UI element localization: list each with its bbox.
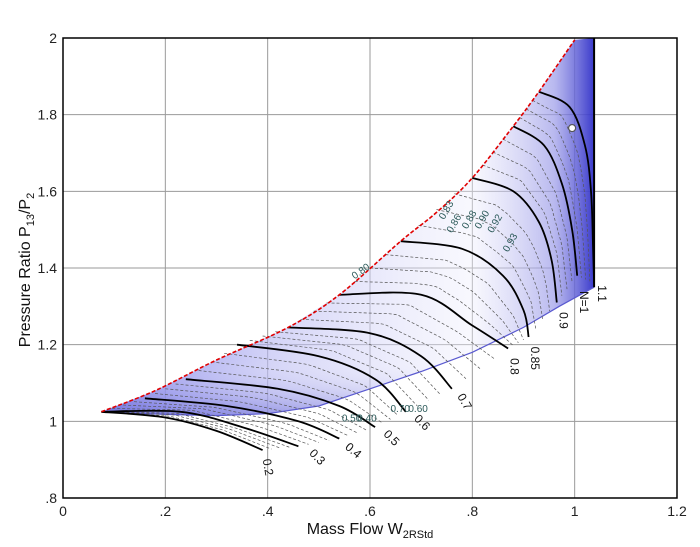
efficiency-contours <box>101 99 591 450</box>
efficiency-contour <box>369 267 519 344</box>
speed-line <box>101 410 263 451</box>
x-tick-labels: 0 .2 .4 .6 .8 1 1.2 <box>59 503 687 519</box>
surge-line <box>101 39 576 413</box>
efficiency-contour <box>133 401 330 441</box>
efficiency-contour <box>525 108 587 280</box>
speed-line <box>472 177 558 303</box>
speed-line-label: 0.2 <box>260 458 277 477</box>
speed-line <box>288 326 453 390</box>
y-tick-label: 2 <box>49 30 57 46</box>
efficiency-label: 0.50 <box>342 413 362 424</box>
speed-line <box>400 240 530 338</box>
efficiency-contour <box>326 302 495 359</box>
x-tick-label: .8 <box>466 503 478 519</box>
speed-lines <box>101 38 596 451</box>
speed-line-label: 0.85 <box>528 347 542 371</box>
x-tick-label: .4 <box>262 503 274 519</box>
speed-line-label: 0.8 <box>508 358 522 375</box>
x-tick-label: 1 <box>571 503 579 519</box>
speed-line-label: 0.3 <box>306 446 328 468</box>
y-tick-labels: .8 1 1.2 1.4 1.6 1.8 2 <box>38 30 58 506</box>
plot-border <box>62 37 678 499</box>
y-tick-label: 1.4 <box>38 260 58 276</box>
speed-line-label: 0.9 <box>556 312 570 329</box>
y-tick-label: 1.2 <box>38 337 58 353</box>
efficiency-contour <box>354 281 514 346</box>
speed-line-label: 0.5 <box>381 427 403 449</box>
efficiency-label: 0.70 <box>390 404 410 415</box>
speed-line-label: N=1 <box>577 291 591 314</box>
efficiency-contour <box>519 117 582 278</box>
y-axis-label: Pressure Ratio P13/P2 <box>17 193 37 347</box>
efficiency-contour <box>418 225 537 329</box>
efficiency-label: 0.40 <box>357 413 377 424</box>
x-axis-label-subscript: 2RStd <box>403 529 434 541</box>
y-tick-label: .8 <box>45 490 57 506</box>
efficiency-contour <box>454 193 551 312</box>
y-axis-label-mid: /P <box>17 199 34 214</box>
efficiency-contour <box>165 388 358 434</box>
operating-point-marker <box>568 123 577 133</box>
speed-line <box>339 291 509 350</box>
speed-line <box>512 125 579 276</box>
y-tick-label: 1 <box>49 413 57 429</box>
efficiency-contour <box>300 318 467 379</box>
surge-line-path <box>101 39 576 413</box>
speed-line-label: 0.4 <box>343 440 365 462</box>
efficiency-contour <box>262 335 430 401</box>
x-tick-label: 1.2 <box>667 503 687 519</box>
speed-line-label: 0.6 <box>411 412 433 434</box>
efficiency-contour <box>275 331 441 395</box>
efficiency-contour <box>224 352 399 416</box>
efficiency-contour <box>313 310 481 369</box>
plot-frame <box>62 37 678 499</box>
speed-line <box>101 409 299 448</box>
efficiency-contour <box>101 411 281 449</box>
efficiency-contour <box>385 254 524 341</box>
y-tick-label: 1.8 <box>38 107 58 123</box>
speed-line <box>236 343 407 413</box>
efficiency-contour <box>101 411 290 448</box>
x-tick-label: .2 <box>159 503 171 519</box>
efficiency-contour <box>436 209 544 320</box>
efficiency-contour <box>502 138 573 283</box>
y-tick-label: 1.6 <box>38 183 58 199</box>
efficiency-contour <box>112 408 309 445</box>
efficiency-contour <box>175 383 367 431</box>
efficiency-contour <box>198 370 384 424</box>
x-tick-label: .6 <box>364 503 376 519</box>
efficiency-label: 0.60 <box>408 404 428 415</box>
efficiency-contour <box>492 151 568 290</box>
y-axis-label-subscript-2: 2 <box>25 193 37 199</box>
speed-line <box>185 378 376 428</box>
efficiency-contour <box>155 393 349 437</box>
y-axis-label-subscript-1: 13 <box>25 214 37 226</box>
operating-point <box>568 123 577 133</box>
x-axis-label: Mass Flow W2RStd <box>307 521 434 541</box>
map-region-shade <box>101 38 595 416</box>
efficiency-contour <box>211 361 391 420</box>
x-tick-label: 0 <box>59 503 67 519</box>
efficiency-contour <box>123 404 319 443</box>
speed-line-label: 1.1 <box>595 285 609 302</box>
speed-line <box>144 397 340 440</box>
